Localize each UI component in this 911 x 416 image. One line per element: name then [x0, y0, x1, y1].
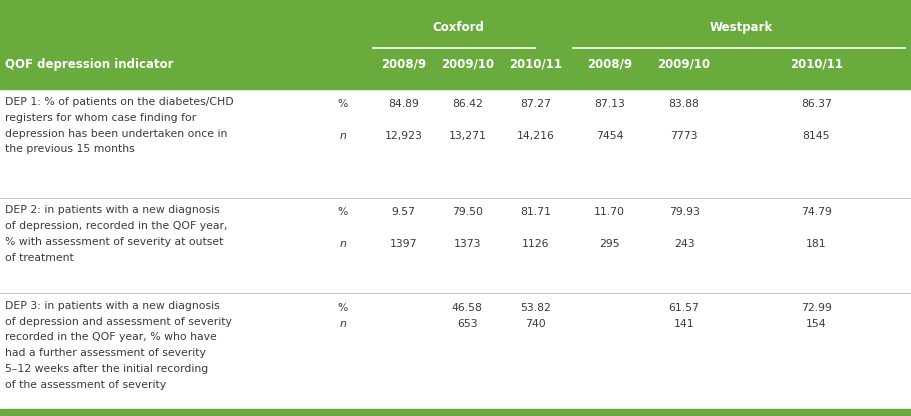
Text: 7454: 7454 — [596, 131, 623, 141]
Text: 740: 740 — [526, 319, 546, 329]
Text: of depression, recorded in the QOF year,: of depression, recorded in the QOF year, — [5, 221, 227, 231]
Text: 8145: 8145 — [803, 131, 830, 141]
Text: 46.58: 46.58 — [452, 303, 483, 313]
Text: 61.57: 61.57 — [669, 303, 700, 313]
Text: % with assessment of severity at outset: % with assessment of severity at outset — [5, 237, 223, 247]
Text: Westpark: Westpark — [710, 20, 773, 34]
Text: 243: 243 — [674, 239, 694, 249]
Text: n: n — [340, 131, 346, 141]
Text: %: % — [338, 303, 348, 313]
Text: 53.82: 53.82 — [520, 303, 551, 313]
Text: 79.50: 79.50 — [452, 207, 483, 217]
Text: 2008/9: 2008/9 — [381, 58, 426, 71]
Text: 653: 653 — [457, 319, 477, 329]
Text: 11.70: 11.70 — [594, 207, 625, 217]
Text: of depression and assessment of severity: of depression and assessment of severity — [5, 317, 231, 327]
Text: 295: 295 — [599, 239, 619, 249]
Text: DEP 3: in patients with a new diagnosis: DEP 3: in patients with a new diagnosis — [5, 301, 220, 311]
Text: 1373: 1373 — [454, 239, 481, 249]
Text: of the assessment of severity: of the assessment of severity — [5, 380, 166, 390]
Text: 2008/9: 2008/9 — [587, 58, 632, 71]
Text: 14,216: 14,216 — [517, 131, 555, 141]
Text: 181: 181 — [806, 239, 826, 249]
Text: the previous 15 months: the previous 15 months — [5, 144, 134, 154]
Text: 72.99: 72.99 — [801, 303, 832, 313]
Text: DEP 1: % of patients on the diabetes/CHD: DEP 1: % of patients on the diabetes/CHD — [5, 97, 233, 107]
Text: Coxford: Coxford — [433, 20, 484, 34]
Text: 81.71: 81.71 — [520, 207, 551, 217]
Text: depression has been undertaken once in: depression has been undertaken once in — [5, 129, 227, 139]
Text: 2010/11: 2010/11 — [790, 58, 843, 71]
Text: had a further assessment of severity: had a further assessment of severity — [5, 348, 205, 358]
Text: 1126: 1126 — [522, 239, 549, 249]
Text: 154: 154 — [806, 319, 826, 329]
Text: 7773: 7773 — [670, 131, 698, 141]
Text: 86.37: 86.37 — [801, 99, 832, 109]
Bar — [0, 0, 911, 89]
Text: 84.89: 84.89 — [388, 99, 419, 109]
Text: 87.13: 87.13 — [594, 99, 625, 109]
Text: n: n — [340, 239, 346, 249]
Text: %: % — [338, 99, 348, 109]
Text: DEP 2: in patients with a new diagnosis: DEP 2: in patients with a new diagnosis — [5, 205, 220, 215]
Text: n: n — [340, 319, 346, 329]
Text: 79.93: 79.93 — [669, 207, 700, 217]
Text: of treatment: of treatment — [5, 253, 73, 262]
Text: %: % — [338, 207, 348, 217]
Text: 74.79: 74.79 — [801, 207, 832, 217]
Text: 1397: 1397 — [390, 239, 417, 249]
Text: 2009/10: 2009/10 — [441, 58, 494, 71]
Text: 5–12 weeks after the initial recording: 5–12 weeks after the initial recording — [5, 364, 208, 374]
Text: 9.57: 9.57 — [392, 207, 415, 217]
Text: 86.42: 86.42 — [452, 99, 483, 109]
Text: 2009/10: 2009/10 — [658, 58, 711, 71]
Text: 87.27: 87.27 — [520, 99, 551, 109]
Text: 2010/11: 2010/11 — [509, 58, 562, 71]
Text: QOF depression indicator: QOF depression indicator — [5, 58, 173, 71]
Text: 83.88: 83.88 — [669, 99, 700, 109]
Bar — [0, 409, 911, 416]
Text: 141: 141 — [674, 319, 694, 329]
Text: registers for whom case finding for: registers for whom case finding for — [5, 113, 196, 123]
Text: 13,271: 13,271 — [448, 131, 486, 141]
Text: recorded in the QOF year, % who have: recorded in the QOF year, % who have — [5, 332, 216, 342]
Text: 12,923: 12,923 — [384, 131, 423, 141]
